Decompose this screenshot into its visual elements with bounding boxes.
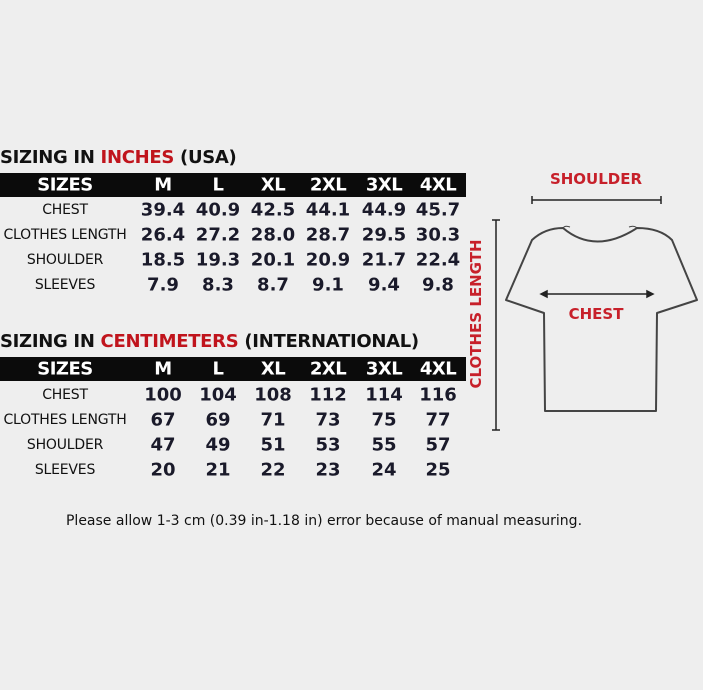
cm-title-prefix: SIZING IN [0, 331, 101, 352]
header-size-xl: XL [260, 174, 286, 196]
header-size-2xl: 2XL [309, 358, 347, 380]
table-cell: 21.7 [361, 249, 407, 271]
table-cell: 22 [260, 459, 286, 481]
row-label: CLOTHES LENGTH [3, 412, 127, 428]
header-size-m: M [154, 174, 172, 196]
table-cell: 57 [425, 434, 451, 456]
table-cell: 44.1 [305, 199, 351, 221]
table-cell: 27.2 [195, 224, 241, 246]
table-cell: 24 [371, 459, 397, 481]
header-size-2xl: 2XL [309, 174, 347, 196]
table-cell: 39.4 [140, 199, 186, 221]
table-cell: 28.0 [250, 224, 296, 246]
chest-measure-arrow [539, 289, 655, 299]
table-cell: 51 [260, 434, 286, 456]
table-cell: 28.7 [305, 224, 351, 246]
cm-header-bar [0, 357, 466, 381]
header-size-4xl: 4XL [419, 358, 457, 380]
header-size-l: L [212, 358, 224, 380]
header-sizes: SIZES [37, 174, 93, 196]
row-label: SLEEVES [34, 462, 96, 478]
cm-title: SIZING IN CENTIMETERS (INTERNATIONAL) [0, 331, 419, 352]
table-cell: 116 [419, 384, 457, 406]
table-cell: 71 [260, 409, 286, 431]
table-cell: 77 [425, 409, 451, 431]
table-cell: 9.1 [312, 274, 344, 296]
inches-title: SIZING IN INCHES (USA) [0, 147, 237, 168]
table-cell: 53 [315, 434, 341, 456]
table-cell: 47 [150, 434, 176, 456]
table-cell: 69 [205, 409, 231, 431]
table-cell: 67 [150, 409, 176, 431]
inches-title-prefix: SIZING IN [0, 147, 101, 168]
table-cell: 9.8 [422, 274, 454, 296]
table-cell: 44.9 [361, 199, 407, 221]
table-cell: 45.7 [415, 199, 461, 221]
row-label: CHEST [42, 387, 88, 403]
header-size-m: M [154, 358, 172, 380]
table-cell: 75 [371, 409, 397, 431]
t-shirt-icon [505, 225, 698, 412]
row-label: SHOULDER [26, 252, 104, 268]
table-cell: 18.5 [140, 249, 186, 271]
table-cell: 112 [309, 384, 347, 406]
table-cell: 19.3 [195, 249, 241, 271]
table-cell: 30.3 [415, 224, 461, 246]
row-label: CLOTHES LENGTH [3, 227, 127, 243]
table-cell: 21 [205, 459, 231, 481]
table-cell: 114 [365, 384, 403, 406]
table-cell: 7.9 [147, 274, 179, 296]
table-cell: 40.9 [195, 199, 241, 221]
table-cell: 20.1 [250, 249, 296, 271]
header-size-3xl: 3XL [365, 174, 403, 196]
shoulder-label: SHOULDER [549, 170, 643, 188]
inches-title-highlight: INCHES [100, 147, 175, 168]
table-cell: 49 [205, 434, 231, 456]
header-size-3xl: 3XL [365, 358, 403, 380]
table-cell: 55 [371, 434, 397, 456]
clothes-length-label: CLOTHES LENGTH [467, 239, 485, 389]
table-cell: 42.5 [250, 199, 296, 221]
table-cell: 22.4 [415, 249, 461, 271]
table-cell: 25 [425, 459, 451, 481]
table-cell: 8.7 [257, 274, 289, 296]
table-cell: 23 [315, 459, 341, 481]
measuring-note: Please allow 1-3 cm (0.39 in-1.18 in) er… [65, 513, 583, 529]
cm-title-highlight: CENTIMETERS [100, 331, 239, 352]
shoulder-measure-line [531, 196, 662, 204]
header-sizes: SIZES [37, 358, 93, 380]
cm-title-suffix: (INTERNATIONAL) [238, 331, 419, 352]
length-measure-line [492, 219, 500, 431]
table-cell: 73 [315, 409, 341, 431]
table-cell: 8.3 [202, 274, 234, 296]
table-cell: 20 [150, 459, 176, 481]
table-cell: 104 [199, 384, 237, 406]
table-cell: 108 [254, 384, 292, 406]
inches-title-suffix: (USA) [174, 147, 237, 168]
row-label: SHOULDER [26, 437, 104, 453]
table-cell: 9.4 [368, 274, 400, 296]
table-cell: 26.4 [140, 224, 186, 246]
header-size-4xl: 4XL [419, 174, 457, 196]
table-cell: 100 [144, 384, 182, 406]
header-size-l: L [212, 174, 224, 196]
chest-label: CHEST [568, 305, 624, 323]
inches-header-bar [0, 173, 466, 197]
table-cell: 29.5 [361, 224, 407, 246]
row-label: CHEST [42, 202, 88, 218]
row-label: SLEEVES [34, 277, 96, 293]
header-size-xl: XL [260, 358, 286, 380]
table-cell: 20.9 [305, 249, 351, 271]
